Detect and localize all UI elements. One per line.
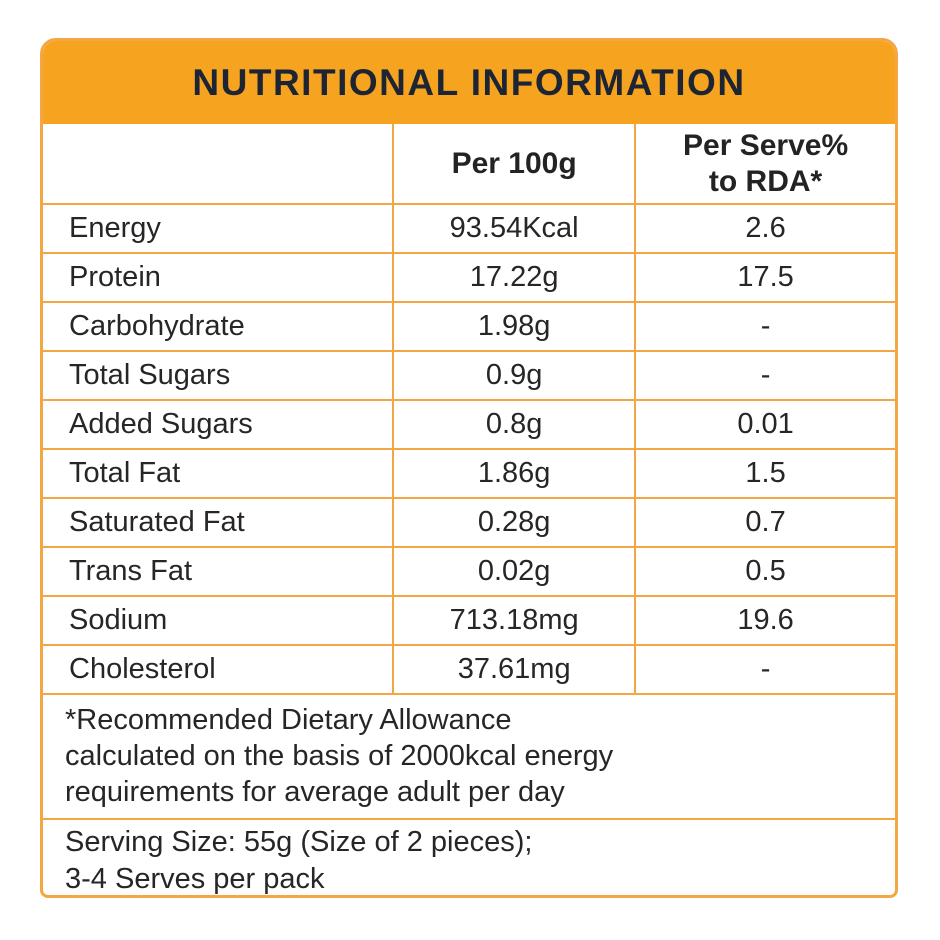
rda-footnote-row: *Recommended Dietary Allowance calculate… xyxy=(43,693,895,820)
per-serve-value: - xyxy=(634,350,895,401)
serving-info-line1: Serving Size: 55g (Size of 2 pieces); xyxy=(65,826,533,858)
per-serve-value: 0.5 xyxy=(634,546,895,597)
rda-footnote: *Recommended Dietary Allowance calculate… xyxy=(43,693,895,820)
table-row: Protein 17.22g 17.5 xyxy=(43,252,895,303)
per-serve-value: - xyxy=(634,644,895,695)
per-100g-value: 1.98g xyxy=(392,301,637,352)
table-row: Total Sugars 0.9g - xyxy=(43,350,895,401)
per-serve-value: 0.7 xyxy=(634,497,895,548)
nutrition-panel: NUTRITIONAL INFORMATION Per 100g Per Ser… xyxy=(40,38,898,898)
per-100g-value: 0.02g xyxy=(392,546,637,597)
nutrient-label: Total Fat xyxy=(43,448,395,499)
nutrient-label: Energy xyxy=(43,203,395,254)
per-100g-value: 713.18mg xyxy=(392,595,637,646)
table-row: Trans Fat 0.02g 0.5 xyxy=(43,546,895,597)
nutrient-label: Added Sugars xyxy=(43,399,395,450)
nutrient-label: Protein xyxy=(43,252,395,303)
column-header-per-serve-line1: Per Serve% xyxy=(683,128,849,162)
nutrient-label: Sodium xyxy=(43,595,395,646)
table-row: Energy 93.54Kcal 2.6 xyxy=(43,203,895,254)
per-100g-value: 0.8g xyxy=(392,399,637,450)
table-row: Saturated Fat 0.28g 0.7 xyxy=(43,497,895,548)
per-serve-value: 0.01 xyxy=(634,399,895,450)
column-header-per-serve-line2: to RDA* xyxy=(708,164,823,198)
per-100g-value: 0.28g xyxy=(392,497,637,548)
table-row: Sodium 713.18mg 19.6 xyxy=(43,595,895,646)
per-serve-value: 2.6 xyxy=(634,203,895,254)
nutrient-label: Cholesterol xyxy=(43,644,395,695)
title-band: NUTRITIONAL INFORMATION xyxy=(43,41,895,124)
serving-info-row: Serving Size: 55g (Size of 2 pieces); 3-… xyxy=(43,818,895,895)
column-header-nutrient xyxy=(43,123,395,205)
nutrient-label: Total Sugars xyxy=(43,350,395,401)
per-serve-value: - xyxy=(634,301,895,352)
per-serve-value: 19.6 xyxy=(634,595,895,646)
column-header-per-100g: Per 100g xyxy=(392,123,637,205)
per-100g-value: 17.22g xyxy=(392,252,637,303)
table-row: Cholesterol 37.61mg - xyxy=(43,644,895,695)
table-row: Carbohydrate 1.98g - xyxy=(43,301,895,352)
panel-title: NUTRITIONAL INFORMATION xyxy=(192,61,746,103)
nutrition-table: Per 100g Per Serve% to RDA* Energy 93.54… xyxy=(43,123,895,895)
table-row: Total Fat 1.86g 1.5 xyxy=(43,448,895,499)
per-100g-value: 37.61mg xyxy=(392,644,637,695)
rda-footnote-line2: calculated on the basis of 2000kcal ener… xyxy=(65,740,614,772)
rda-footnote-line3: requirements for average adult per day xyxy=(65,776,565,808)
column-header-per-serve: Per Serve% to RDA* xyxy=(634,123,895,205)
nutrient-label: Saturated Fat xyxy=(43,497,395,548)
per-serve-value: 17.5 xyxy=(634,252,895,303)
nutrient-label: Carbohydrate xyxy=(43,301,395,352)
per-100g-value: 1.86g xyxy=(392,448,637,499)
per-100g-value: 93.54Kcal xyxy=(392,203,637,254)
column-header-row: Per 100g Per Serve% to RDA* xyxy=(43,123,895,205)
nutrient-label: Trans Fat xyxy=(43,546,395,597)
serving-info-line2: 3-4 Serves per pack xyxy=(65,863,325,895)
table-row: Added Sugars 0.8g 0.01 xyxy=(43,399,895,450)
per-serve-value: 1.5 xyxy=(634,448,895,499)
rda-footnote-line1: *Recommended Dietary Allowance xyxy=(65,704,512,736)
per-100g-value: 0.9g xyxy=(392,350,637,401)
serving-info: Serving Size: 55g (Size of 2 pieces); 3-… xyxy=(43,818,895,895)
